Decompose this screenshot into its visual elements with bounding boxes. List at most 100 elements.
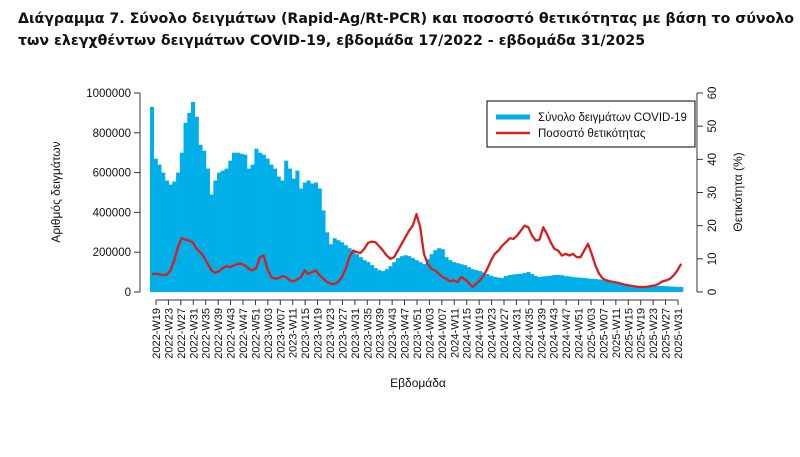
x-tick-label: 2022-W27 (176, 308, 188, 359)
chart-title-line-2: των ελεγχθέντων δειγμάτων COVID-19, εβδο… (18, 33, 646, 49)
bar (522, 273, 527, 292)
bar (384, 269, 389, 292)
bar (302, 182, 307, 292)
bar (396, 258, 401, 292)
bar (451, 262, 456, 292)
bar (164, 180, 169, 292)
bar (228, 160, 233, 292)
bar (474, 270, 479, 292)
bar (220, 170, 225, 292)
bar (161, 172, 166, 292)
legend-bar-label: Σύνολο δειγμάτων COVID-19 (538, 112, 687, 124)
bar (377, 270, 382, 292)
legend-box (486, 100, 696, 148)
bar (545, 276, 550, 292)
x-tick-label: 2023-W31 (350, 308, 362, 359)
x-tick-label: 2023-W47 (400, 308, 412, 359)
bar (168, 184, 173, 292)
chart-title: Διάγραμμα 7. Σύνολο δειγμάτων (Rapid-Ag/… (18, 8, 794, 52)
bar (455, 263, 460, 292)
bar (627, 284, 632, 292)
bar (489, 275, 494, 292)
x-tick-label: 2025-W07 (598, 308, 610, 359)
bar (574, 277, 579, 292)
y-left-tick-label: 1000000 (86, 88, 131, 100)
bar (630, 285, 635, 292)
bar (429, 254, 434, 292)
bar (191, 101, 196, 293)
y-right-tick-label: 20 (707, 219, 719, 232)
bar (671, 286, 676, 292)
bar (362, 260, 367, 292)
y-left-tick-label: 600000 (93, 168, 131, 180)
bar (492, 276, 497, 292)
bar (310, 183, 315, 292)
bar (172, 181, 177, 292)
bar (466, 267, 471, 293)
bar (250, 164, 255, 292)
bar (500, 278, 505, 292)
bar (552, 275, 557, 292)
bar (239, 153, 244, 292)
x-tick-label: 2024-W31 (511, 308, 523, 359)
bar (187, 112, 192, 293)
bar (556, 274, 561, 292)
bar (261, 154, 266, 292)
bar (649, 286, 654, 292)
x-tick-label: 2022-W43 (226, 308, 238, 359)
bar (597, 279, 602, 292)
bar (634, 285, 639, 292)
x-tick-label: 2024-W15 (462, 308, 474, 359)
bar (407, 256, 412, 292)
bar (355, 254, 360, 292)
bar (198, 144, 203, 292)
bar (269, 164, 274, 292)
bar (373, 268, 378, 292)
x-tick-label: 2023-W23 (325, 308, 337, 359)
x-tick-label: 2025-W15 (623, 308, 635, 359)
bar (205, 168, 210, 292)
x-tick-label: 2023-W39 (375, 308, 387, 359)
bar (299, 188, 304, 292)
legend-line-label: Ποσοστό θετικότητας (538, 128, 646, 140)
x-tick-label: 2025-W27 (661, 308, 673, 359)
x-tick-label: 2024-W03 (424, 308, 436, 359)
bar (679, 287, 684, 292)
bar (567, 276, 572, 292)
bar (507, 275, 512, 292)
y-right-tick-label: 0 (707, 289, 719, 295)
bar (392, 262, 397, 292)
bar (425, 259, 430, 292)
bar (410, 258, 415, 292)
x-tick-label: 2022-W35 (201, 308, 213, 359)
x-axis-label: Εβδομάδα (390, 376, 446, 390)
x-tick-label: 2023-W03 (263, 308, 275, 359)
bar (179, 152, 184, 292)
bar (284, 160, 289, 292)
bar (548, 275, 553, 292)
bar (273, 168, 278, 292)
bar (541, 276, 546, 292)
bar (470, 269, 475, 292)
y-axis-right-label: Θετικότητα (%) (731, 152, 745, 231)
bar (533, 276, 538, 292)
bar (258, 152, 263, 292)
bar (418, 262, 423, 292)
x-tick-label: 2023-W27 (337, 308, 349, 359)
x-tick-label: 2025-W19 (636, 308, 648, 359)
bar (664, 286, 669, 292)
bar (157, 164, 162, 292)
bar (668, 286, 673, 292)
y-right-tick-label: 40 (707, 153, 719, 166)
bar (571, 277, 576, 292)
x-tick-label: 2022-W47 (238, 308, 250, 359)
x-tick-label: 2025-W23 (648, 308, 660, 359)
bar (369, 265, 374, 292)
legend: Σύνολο δειγμάτων COVID-19 Ποσοστό θετικό… (486, 100, 696, 148)
bar (448, 260, 453, 292)
y-left-tick-label: 800000 (93, 128, 131, 140)
bar (653, 286, 658, 292)
bar (332, 238, 337, 292)
x-tick-label: 2023-W07 (275, 308, 287, 359)
bar (601, 280, 606, 292)
